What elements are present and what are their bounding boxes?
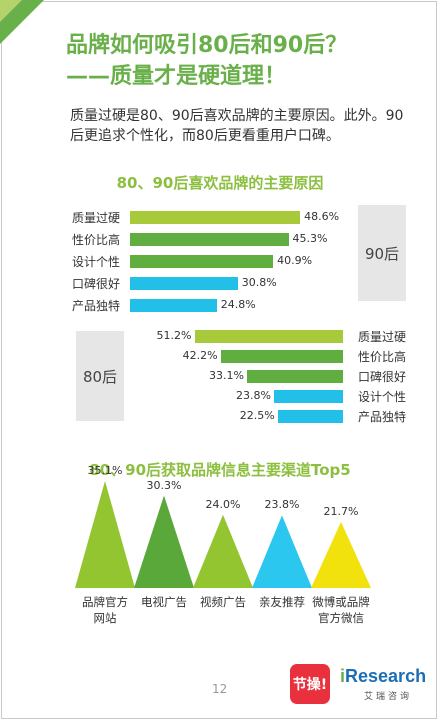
chart80-bar [273, 390, 343, 403]
channel-category-label: 视频广告 [200, 595, 246, 609]
chart90-category-label: 产品独特 [72, 299, 121, 313]
title-line-2: ——质量才是硬道理！ [66, 64, 287, 89]
chart80-category-label: 性价比高 [358, 350, 407, 364]
corner-decoration [0, 0, 44, 44]
intro-paragraph: 质量过硬是80、90后喜欢品牌的主要原因。此外。90后更追求个性化，而80后更看… [70, 108, 404, 144]
chart80-bar [220, 350, 343, 363]
chart90-category-label: 设计个性 [72, 255, 121, 269]
chart90-bar [130, 233, 289, 246]
channels-chart-title: 80、90后获取品牌信息主要渠道Top5 [89, 461, 351, 479]
jiecao-logo: 节操! [290, 664, 330, 704]
channel-category-label: 电视广告 [141, 595, 187, 609]
chart80-bar [277, 410, 343, 423]
channel-value-label: 35.1% [87, 463, 123, 477]
iresearch-logo: iResearch 艾瑞咨询 [340, 666, 427, 702]
chart80-category-label: 产品独特 [358, 410, 407, 424]
channel-value-label: 24.0% [205, 497, 241, 511]
chart80-category-label: 设计个性 [358, 390, 407, 404]
chart80-value-label: 42.2% [182, 349, 218, 362]
chart90-category-label: 口碑很好 [72, 277, 121, 291]
title-line-1: 品牌如何吸引80后和90后？ [66, 33, 348, 58]
channel-triangle [252, 515, 312, 588]
chart90-value-label: 48.6% [304, 210, 340, 223]
chart90-bar [130, 211, 301, 224]
reasons-chart-title: 80、90后喜欢品牌的主要原因 [116, 174, 324, 192]
group-label-90: 90后 [358, 205, 406, 301]
chart90-bar [130, 255, 274, 268]
channel-category-label: 品牌官方 网站 [82, 595, 128, 625]
channel-category-label: 亲友推荐 [259, 595, 305, 609]
chart90-value-label: 45.3% [292, 232, 328, 245]
channel-triangle [311, 521, 371, 588]
chart90-bar [130, 299, 217, 312]
channel-category-label: 微博或品牌 官方微信 [312, 595, 370, 625]
chart80-category-label: 口碑很好 [358, 370, 407, 384]
chart90-value-label: 30.8% [241, 276, 277, 289]
channel-value-label: 30.3% [146, 478, 182, 492]
chart80-value-label: 33.1% [209, 369, 244, 382]
chart80-value-label: 22.5% [239, 409, 275, 422]
channel-triangle [193, 514, 253, 588]
chart80-category-label: 质量过硬 [358, 330, 407, 344]
channel-value-label: 23.8% [264, 498, 300, 512]
chart80-bar [247, 370, 343, 383]
channel-value-label: 21.7% [323, 504, 359, 518]
page-number: 12 [212, 682, 228, 696]
channel-triangle [134, 495, 194, 588]
chart90-value-label: 40.9% [277, 254, 313, 267]
chart90-category-label: 质量过硬 [72, 211, 121, 225]
chart90-value-label: 24.8% [220, 298, 256, 311]
page-title: 品牌如何吸引80后和90后？ ——质量才是硬道理！ [66, 30, 426, 92]
chart80-value-label: 23.8% [235, 389, 271, 402]
chart90-category-label: 性价比高 [72, 233, 121, 247]
channel-triangle [75, 480, 135, 588]
chart80-value-label: 51.2% [156, 329, 192, 342]
chart80-bar [194, 330, 343, 343]
group-label-80: 80后 [76, 331, 124, 421]
chart90-bar [130, 277, 238, 290]
channels-triangles [75, 480, 371, 588]
